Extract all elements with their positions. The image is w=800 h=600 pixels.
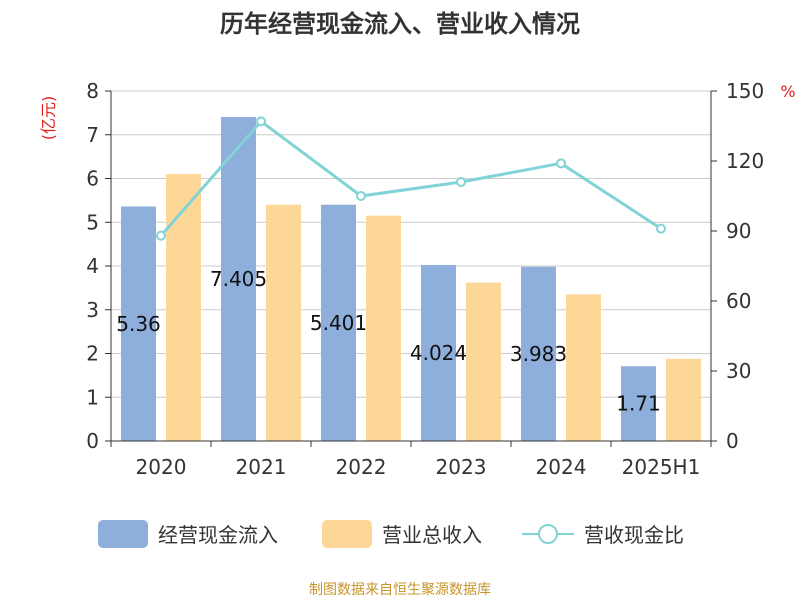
revenue-bar xyxy=(566,294,601,441)
right-tick-label: 120 xyxy=(726,149,764,173)
revenue-bar xyxy=(266,204,301,441)
left-tick-label: 3 xyxy=(86,298,99,322)
left-tick-label: 1 xyxy=(86,385,99,409)
cash-inflow-bar xyxy=(521,266,556,441)
cash-inflow-label: 7.405 xyxy=(210,267,267,291)
x-tick-label: 2022 xyxy=(336,455,387,479)
x-tick-label: 2020 xyxy=(136,455,187,479)
cash-inflow-label: 5.401 xyxy=(310,311,367,335)
x-tick-label: 2021 xyxy=(236,455,287,479)
cash-inflow-bar xyxy=(621,366,656,441)
cash-inflow-bar xyxy=(321,204,356,441)
cash-inflow-bar xyxy=(221,117,256,441)
x-tick-label: 2024 xyxy=(536,455,587,479)
legend-label: 经营现金流入 xyxy=(158,523,278,547)
legend-label: 营业总收入 xyxy=(382,523,482,547)
right-tick-label: 30 xyxy=(726,359,751,383)
cash-inflow-label: 4.024 xyxy=(410,341,467,365)
ratio-line xyxy=(156,116,666,241)
cash-inflow-label: 5.36 xyxy=(116,312,161,336)
legend-swatch xyxy=(98,520,148,548)
ratio-point xyxy=(356,191,366,201)
right-tick-label: 0 xyxy=(726,429,739,453)
ratio-point xyxy=(456,177,466,187)
revenue-bar xyxy=(166,174,201,441)
source-note: 制图数据来自恒生聚源数据库 xyxy=(309,582,491,598)
right-axis-unit: % xyxy=(780,82,795,101)
ratio-point xyxy=(256,116,266,127)
legend: 经营现金流入 营业总收入 营收现金比 xyxy=(98,520,684,548)
x-tick-label: 2025H1 xyxy=(622,455,701,479)
cash-inflow-bar xyxy=(421,264,456,441)
cash-inflow-label: 3.983 xyxy=(510,342,567,366)
right-tick-label: 90 xyxy=(726,219,751,243)
chart-title: 历年经营现金流入、营业收入情况 xyxy=(220,10,580,38)
x-tick-label: 2023 xyxy=(436,455,487,479)
left-tick-label: 4 xyxy=(86,254,99,278)
left-tick-label: 5 xyxy=(86,210,99,234)
ratio-point xyxy=(156,230,166,241)
legend-swatch xyxy=(322,520,372,548)
legend-marker xyxy=(538,524,558,544)
cash-inflow-label: 1.71 xyxy=(616,392,661,416)
left-tick-label: 7 xyxy=(86,123,99,147)
right-tick-label: 150 xyxy=(726,79,764,103)
data-labels: 5.36 7.405 5.401 4.024 3.983 1.71 xyxy=(116,267,661,416)
left-tick-label: 2 xyxy=(86,342,99,366)
revenue-bar xyxy=(666,358,701,441)
ratio-point xyxy=(656,223,666,234)
right-tick-label: 60 xyxy=(726,289,751,313)
revenue-bar xyxy=(366,215,401,441)
left-axis-unit: (亿元) xyxy=(39,96,58,141)
ratio-line-path xyxy=(159,119,662,237)
bars xyxy=(121,117,701,441)
left-tick-label: 6 xyxy=(86,167,99,191)
left-tick-label: 8 xyxy=(86,79,99,103)
revenue-bar xyxy=(466,282,501,441)
axes: 0 1 2 3 4 5 6 7 8 0 30 60 90 120 150 2020 2021 2022 2023 20… xyxy=(86,79,764,479)
legend-label: 营收现金比 xyxy=(584,523,684,547)
ratio-point xyxy=(556,158,566,169)
left-tick-label: 0 xyxy=(86,429,99,453)
cash-inflow-bar xyxy=(121,206,156,441)
